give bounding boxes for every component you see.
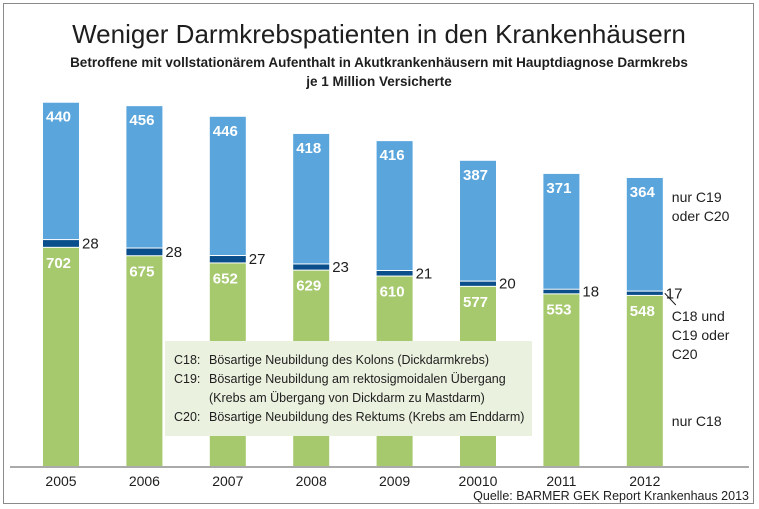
value-label-c18-2008: 629: [296, 278, 321, 295]
bar-segment-overlap-20010: [460, 281, 496, 286]
bar-segment-c19-c20-2008: [293, 133, 330, 264]
bar-segment-c19-c20-20010: [460, 160, 496, 281]
x-tick-label-2005: 2005: [45, 473, 76, 489]
value-label-overlap-2005: 28: [82, 235, 99, 252]
series-labels-group: nur C19 oder C20 C18 und C19 oder C20 nur C18: [664, 189, 730, 429]
bar-segment-overlap-2006: [126, 248, 163, 256]
value-label-c19-c20-2005: 440: [46, 109, 71, 126]
value-label-c18-2007: 652: [213, 270, 238, 287]
chart-subtitle-line-2: je 1 Million Versicherte: [305, 74, 452, 89]
value-label-c19-c20-2009: 416: [380, 147, 405, 164]
value-label-c19-c20-2006: 456: [129, 112, 154, 129]
bar-segment-overlap-2009: [376, 271, 413, 276]
definitions-box: C18: Bösartige Neubildung des Kolons (Dic…: [165, 341, 532, 436]
definition-text-1: Bösartige Neubildung des Kolons (Dickdar…: [209, 353, 489, 367]
series-label-c19-c20-line-1: nur C19: [672, 189, 722, 205]
bar-segment-c18-2006: [126, 256, 163, 466]
value-label-overlap-20010: 20: [499, 276, 516, 293]
value-label-c18-2006: 675: [129, 263, 154, 280]
bar-segment-c19-c20-2005: [43, 102, 79, 240]
bar-segment-overlap-2011: [543, 289, 580, 294]
x-tick-label-2012: 2012: [629, 473, 660, 489]
definition-code-c19: C19:: [174, 372, 200, 386]
definition-code-c20: C20:: [174, 410, 200, 424]
overlap-label-connector: [664, 292, 677, 306]
value-label-overlap-2007: 27: [249, 251, 266, 268]
x-tick-labels-group: 2005 2006 2007 2008 2009 20010 2011 2012: [45, 473, 660, 489]
bar-segment-c19-c20-2009: [376, 141, 413, 271]
x-tick-label-2007: 2007: [212, 473, 243, 489]
value-label-c19-c20-2011: 371: [546, 180, 571, 197]
source-note: Quelle: BARMER GEK Report Krankenhaus 20…: [473, 489, 749, 503]
value-label-c18-2011: 553: [546, 301, 571, 318]
value-label-c19-c20-2007: 446: [213, 123, 238, 140]
value-label-overlap-2011: 18: [582, 284, 599, 301]
x-tick-label-2006: 2006: [129, 473, 160, 489]
definition-text-3: (Krebs am Übergang von Dickdarm zu Mastd…: [209, 391, 485, 405]
bar-segment-c19-c20-2006: [126, 106, 163, 248]
x-tick-label-2011: 2011: [546, 473, 576, 489]
bar-segment-c18-2005: [43, 247, 79, 466]
value-label-overlap-2008: 23: [332, 259, 349, 276]
bar-segment-overlap-2012: [626, 291, 663, 295]
chart-subtitle-line-1: Betroffene mit vollstationärem Aufenthal…: [70, 55, 688, 70]
bar-segment-c19-c20-2007: [209, 116, 246, 256]
series-label-overlap-line-1: C18 und: [672, 308, 725, 324]
definition-text-4: Bösartige Neubildung des Rektums (Krebs …: [209, 410, 524, 424]
bar-segment-c18-2012: [626, 295, 663, 466]
bar-segment-c19-c20-2012: [626, 177, 663, 291]
value-label-c19-c20-2008: 418: [296, 140, 321, 157]
bar-segment-overlap-2008: [293, 264, 330, 270]
value-label-c18-2009: 610: [380, 284, 405, 301]
bar-segment-c18-2011: [543, 294, 580, 466]
value-label-c19-c20-20010: 387: [463, 167, 488, 184]
bar-segment-overlap-2007: [209, 256, 246, 263]
value-label-c19-c20-2012: 364: [630, 184, 656, 201]
bar-segment-overlap-2005: [43, 240, 79, 247]
bar-segment-c19-c20-2011: [543, 173, 580, 289]
chart-frame: Weniger Darmkrebspatienten in den Kranke…: [3, 3, 754, 504]
bar-chart: Weniger Darmkrebspatienten in den Kranke…: [10, 19, 749, 503]
x-tick-label-2008: 2008: [296, 473, 327, 489]
x-tick-label-2009: 2009: [379, 473, 410, 489]
value-label-overlap-2009: 21: [416, 265, 433, 282]
value-label-c18-2005: 702: [46, 255, 71, 272]
value-label-overlap-2006: 28: [165, 244, 182, 261]
x-tick-label-20010: 20010: [459, 473, 498, 489]
value-labels-group: 702 440 28 675 456 28 652 446 27 629 418 23 610 416 21…: [46, 109, 682, 320]
chart-title: Weniger Darmkrebspatienten in den Kranke…: [72, 19, 686, 49]
series-label-overlap-line-3: C20: [672, 346, 698, 362]
series-label-c18-line-1: nur C18: [672, 413, 722, 429]
series-label-overlap-line-2: C19 oder: [672, 327, 730, 343]
definition-text-2: Bösartige Neubildung am rektosigmoidalen…: [209, 372, 506, 386]
value-label-c18-20010: 577: [463, 294, 488, 311]
definitions-box-background: [165, 341, 532, 436]
value-label-overlap-2012: 17: [666, 285, 683, 302]
definition-code-c18: C18:: [174, 353, 200, 367]
value-label-c18-2012: 548: [630, 303, 655, 320]
series-label-c19-c20-line-2: oder C20: [672, 208, 730, 224]
